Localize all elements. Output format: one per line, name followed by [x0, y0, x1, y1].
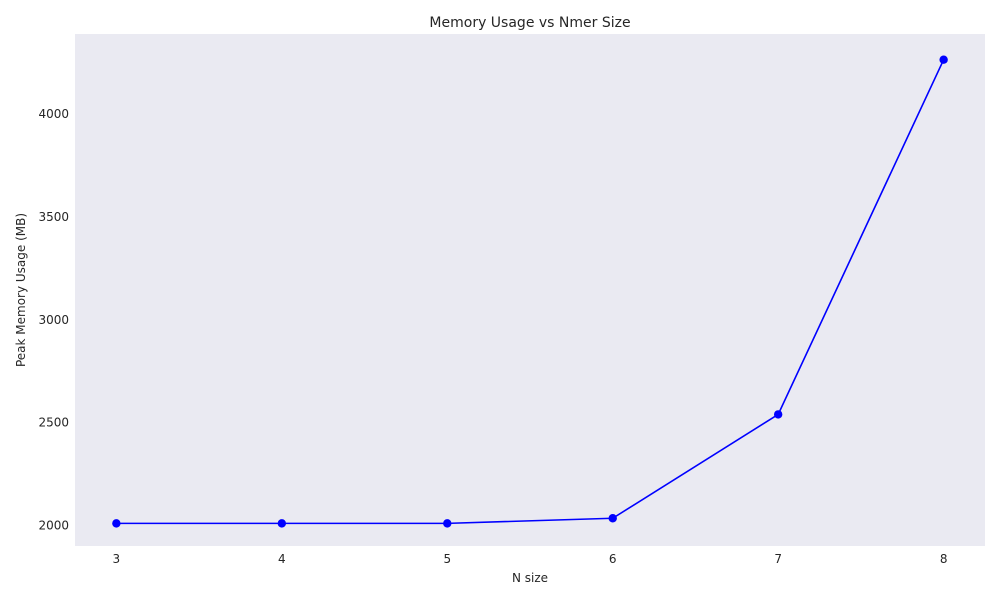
y-tick-label: 2000 [38, 518, 69, 532]
x-tick-label: 6 [609, 552, 617, 566]
x-axis-label: N size [512, 571, 548, 585]
data-point [939, 55, 948, 64]
data-point [277, 519, 287, 528]
x-tick-label: 5 [443, 552, 451, 566]
y-tick-label: 4000 [38, 107, 69, 121]
data-point [112, 519, 121, 528]
series-line [116, 59, 945, 525]
y-axis-label: Peak Memory Usage (MB) [14, 213, 28, 367]
y-tick-label: 3000 [38, 313, 69, 327]
data-point [443, 519, 452, 528]
y-axis: 2000 2500 3000 3500 4000 [38, 107, 69, 532]
y-tick-label: 2500 [38, 416, 69, 430]
x-axis: 3 4 5 6 7 8 [113, 552, 948, 566]
x-tick-label: 3 [113, 552, 121, 566]
plot-area [75, 34, 985, 546]
y-tick-label: 3500 [38, 210, 69, 224]
data-point [773, 410, 783, 419]
x-tick-label: 4 [278, 552, 286, 566]
chart-title: Memory Usage vs Nmer Size [429, 15, 630, 31]
x-tick-label: 8 [940, 552, 948, 566]
series-group [112, 55, 948, 528]
data-point [608, 514, 617, 523]
x-tick-label: 7 [774, 552, 782, 566]
